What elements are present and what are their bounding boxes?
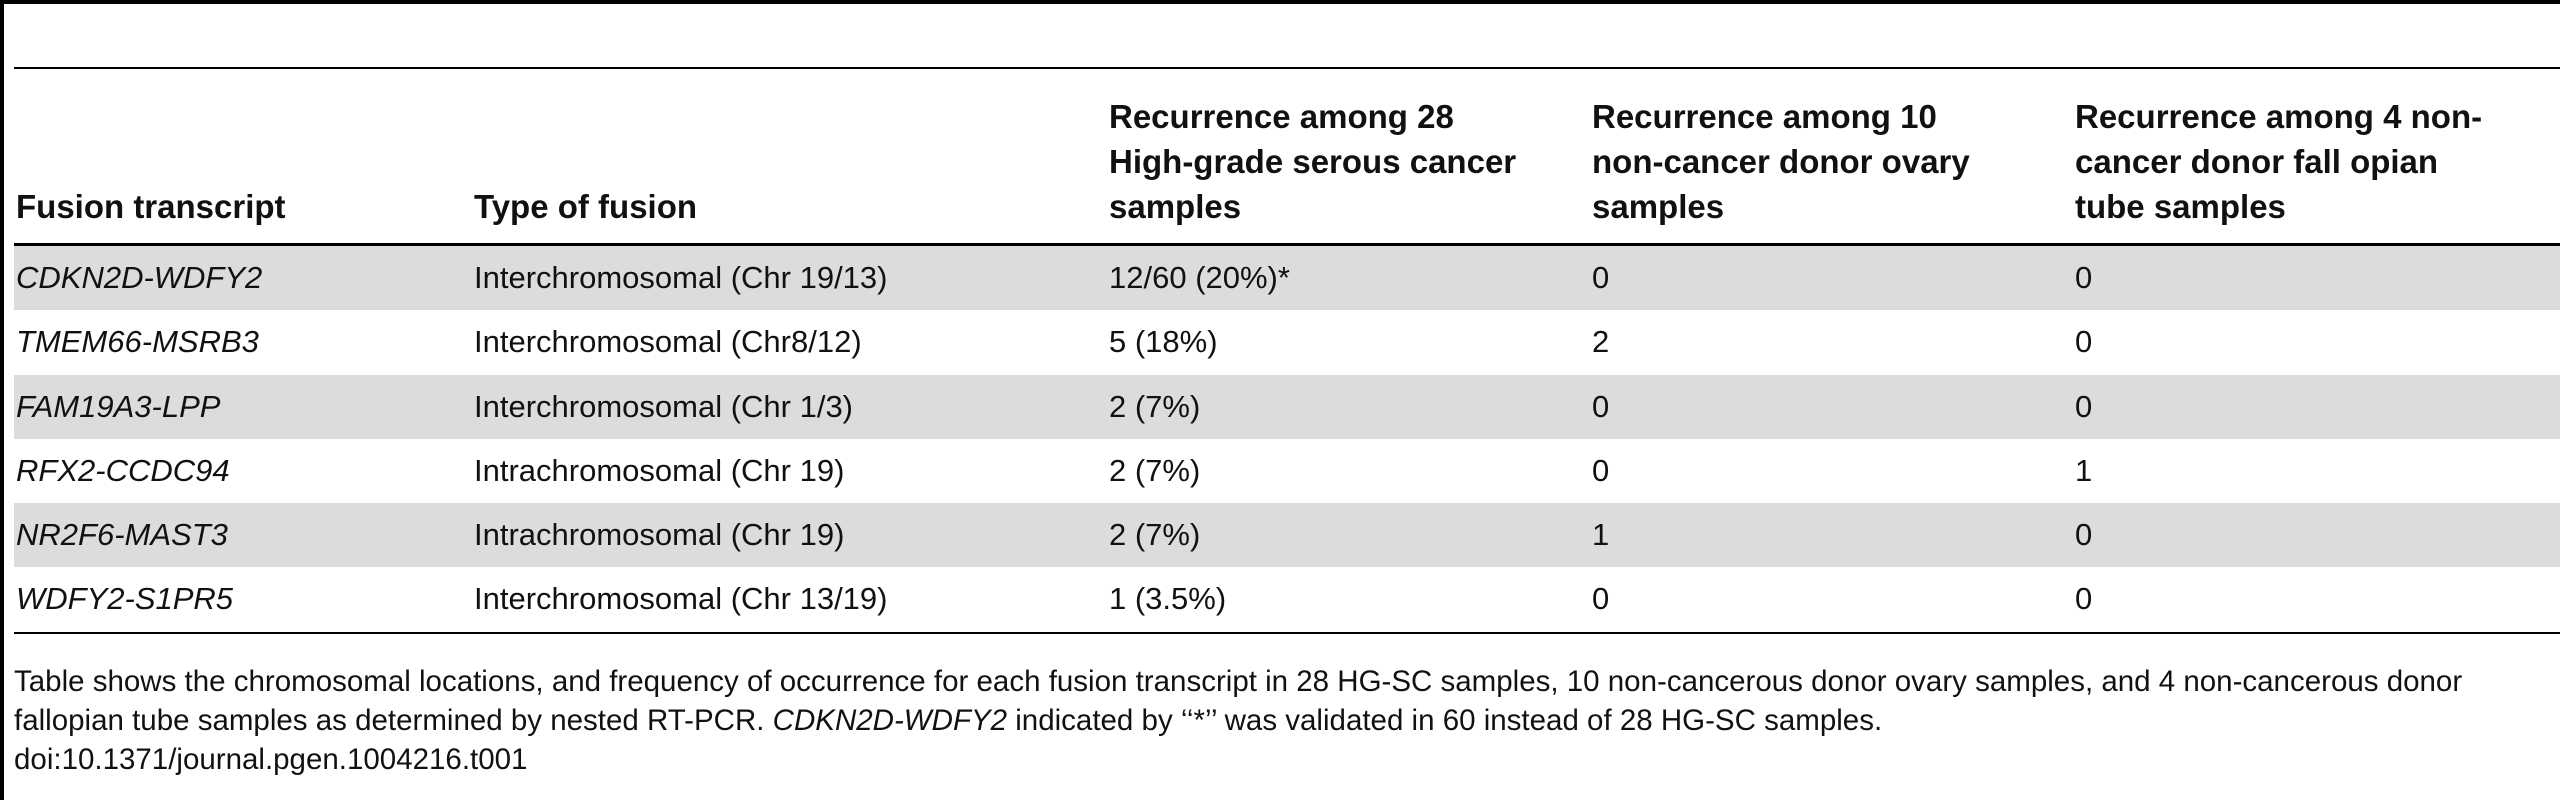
hgsc-cell: 2 (7%) xyxy=(1109,452,1201,488)
table-row: RFX2-CCDC94 Intrachromosomal (Chr 19) 2 … xyxy=(14,439,2560,503)
header-hgsc-recurrence: Recurrence among 28 High-grade serous ca… xyxy=(1109,98,1517,225)
type-cell: Interchromosomal (Chr 19/13) xyxy=(474,260,888,295)
table-row: WDFY2-S1PR5 Interchromosomal (Chr 13/19)… xyxy=(14,567,2560,631)
header-top-rule xyxy=(14,67,2560,69)
table-row: CDKN2D-WDFY2 Interchromosomal (Chr 19/13… xyxy=(14,246,2560,311)
type-cell: Interchromosomal (Chr8/12) xyxy=(474,324,862,360)
ovary-cell: 1 xyxy=(1592,517,1610,553)
fusion-cell: RFX2-CCDC94 xyxy=(16,452,230,488)
ovary-cell: 2 xyxy=(1592,324,1610,360)
fusion-cell: NR2F6-MAST3 xyxy=(16,517,228,553)
table-bottom-rule xyxy=(14,632,2560,634)
tube-cell: 0 xyxy=(2075,581,2093,617)
doi-link[interactable]: doi:10.1371/journal.pgen.1004216.t001 xyxy=(14,743,528,776)
ovary-cell: 0 xyxy=(1592,260,1610,295)
hgsc-cell: 2 (7%) xyxy=(1109,388,1201,424)
header-fusion-transcript: Fusion transcript xyxy=(16,188,286,225)
left-border xyxy=(0,0,4,800)
type-cell: Interchromosomal (Chr 1/3) xyxy=(474,388,854,424)
table-row: TMEM66-MSRB3 Interchromosomal (Chr8/12) … xyxy=(14,310,2560,374)
tube-cell: 0 xyxy=(2075,517,2093,553)
footnote-line1: Table shows the chromosomal locations, a… xyxy=(14,665,2463,737)
ovary-cell: 0 xyxy=(1592,452,1610,488)
footnote-gene: CDKN2D-WDFY2 xyxy=(772,704,1008,737)
header-bottom-rule xyxy=(14,243,2560,246)
tube-cell: 0 xyxy=(2075,324,2093,360)
hgsc-cell: 1 (3.5%) xyxy=(1109,581,1227,617)
ovary-cell: 0 xyxy=(1592,581,1610,617)
hgsc-cell: 12/60 (20%)* xyxy=(1109,260,1290,295)
table-header: Fusion transcript Type of fusion Recurre… xyxy=(14,69,2560,243)
header-ovary-recurrence: Recurrence among 10 non-cancer donor ova… xyxy=(1592,98,1970,225)
table-body: CDKN2D-WDFY2 Interchromosomal (Chr 19/13… xyxy=(14,246,2560,632)
type-cell: Intrachromosomal (Chr 19) xyxy=(474,452,845,488)
fusion-cell: TMEM66-MSRB3 xyxy=(16,324,259,360)
table-footnote: Table shows the chromosomal locations, a… xyxy=(14,662,2544,779)
hgsc-cell: 5 (18%) xyxy=(1109,324,1218,360)
table-row: NR2F6-MAST3 Intrachromosomal (Chr 19) 2 … xyxy=(14,503,2560,568)
fusion-cell: CDKN2D-WDFY2 xyxy=(16,260,263,295)
ovary-cell: 0 xyxy=(1592,388,1610,424)
fusion-cell: WDFY2-S1PR5 xyxy=(16,581,234,617)
header-tube-recurrence: Recurrence among 4 non-cancer donor fall… xyxy=(2075,98,2483,225)
top-border xyxy=(0,0,2560,4)
table-row: FAM19A3-LPP Interchromosomal (Chr 1/3) 2… xyxy=(14,374,2560,439)
hgsc-cell: 2 (7%) xyxy=(1109,517,1201,553)
tube-cell: 0 xyxy=(2075,388,2093,424)
header-type-of-fusion: Type of fusion xyxy=(474,188,698,225)
type-cell: Interchromosomal (Chr 13/19) xyxy=(474,581,888,617)
type-cell: Intrachromosomal (Chr 19) xyxy=(474,517,845,553)
fusion-cell: FAM19A3-LPP xyxy=(16,388,221,424)
tube-cell: 1 xyxy=(2075,452,2093,488)
footnote-line2: indicated by ‘‘*’’ was validated in 60 i… xyxy=(1015,704,1883,737)
tube-cell: 0 xyxy=(2075,260,2093,295)
footnote-text: Table shows the chromosomal locations, a… xyxy=(14,662,2544,740)
